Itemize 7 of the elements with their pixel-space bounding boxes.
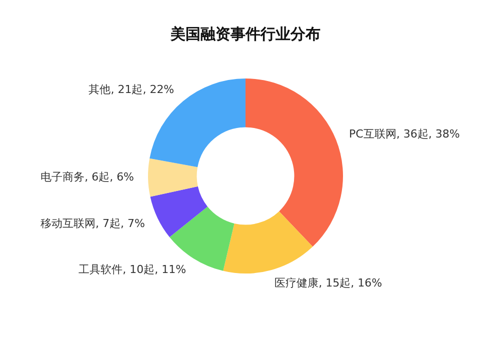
slice-label: 其他, 21起, 22% [88,83,174,96]
slice-label: 电子商务, 6起, 6% [40,170,134,184]
slice-label: PC互联网, 36起, 38% [349,127,460,140]
slice-label: 移动互联网, 7起, 7% [40,217,145,230]
slice-label: 工具软件, 10起, 11% [78,263,186,276]
chart-title: 美国融资事件行业分布 [170,24,320,43]
slice-label: 医疗健康, 15起, 16% [274,276,382,290]
